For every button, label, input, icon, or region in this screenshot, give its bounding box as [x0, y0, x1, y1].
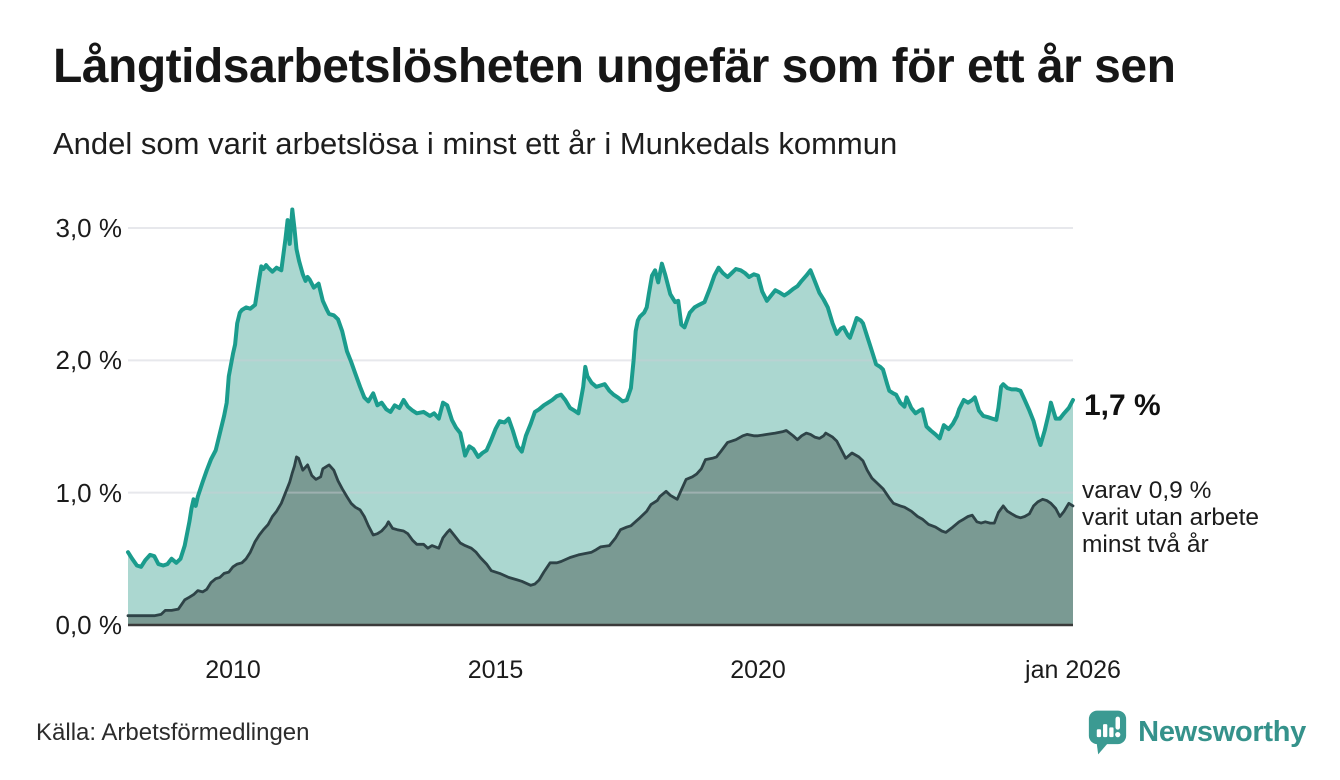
y-axis-label: 0,0 % — [55, 610, 123, 640]
end-sub-line-3: minst två år — [1082, 531, 1209, 558]
x-axis-label: 2015 — [467, 656, 524, 684]
newsworthy-bubble-chart-icon — [1089, 710, 1127, 755]
y-axis-label: 1,0 % — [55, 477, 123, 508]
end-value-label-total: 1,7 % — [1084, 389, 1161, 422]
newsworthy-logo: Newsworthy — [1087, 707, 1306, 757]
end-value-label-two-years: varav 0,9 % varit utan arbete minst två … — [1082, 477, 1259, 558]
y-axis-label: 3,0 % — [55, 213, 123, 243]
two-year-line — [126, 429, 1075, 618]
two-year-area-fill — [128, 430, 1073, 625]
x-axis-label: jan 2026 — [1025, 656, 1121, 684]
newsworthy-wordmark: Newsworthy — [1138, 715, 1306, 748]
source-note: Källa: Arbetsförmedlingen — [36, 719, 310, 746]
page-title: Långtidsarbetslösheten ungefär som för e… — [53, 40, 1176, 93]
end-sub-line-1: varav 0,9 % — [1082, 477, 1212, 504]
y-axis-label: 2,0 % — [55, 345, 123, 376]
x-axis-label: 2010 — [205, 656, 261, 684]
chart-subtitle: Andel som varit arbetslösa i minst ett å… — [53, 126, 898, 161]
x-axis-label: 2020 — [730, 656, 786, 684]
end-sub-line-2: varit utan arbete — [1082, 504, 1260, 531]
total-line — [126, 207, 1075, 569]
